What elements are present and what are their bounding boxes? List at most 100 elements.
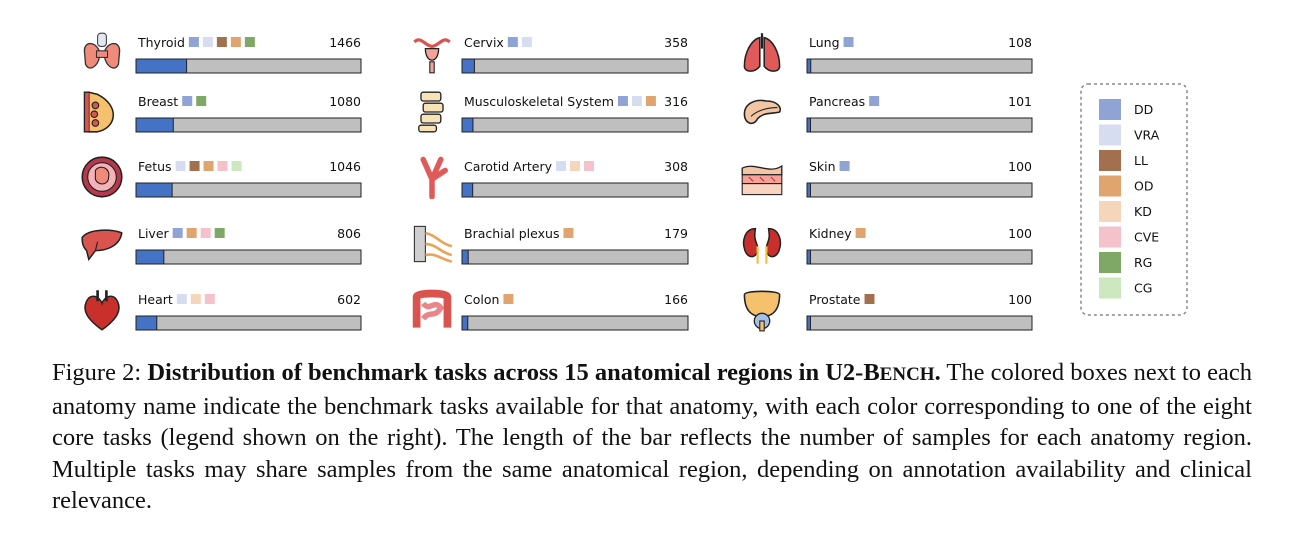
region-liver: Liver 806	[81, 226, 362, 265]
caption-body: The colored boxes next to each anatomy n…	[52, 359, 1252, 514]
task-swatch-cve	[200, 228, 211, 238]
figure-caption: Figure 2: Distribution of benchmark task…	[52, 357, 1252, 517]
lung-icon	[743, 32, 781, 73]
region-skin: Skin 100	[741, 159, 1033, 198]
bar-fill	[461, 249, 469, 265]
bar-fill	[135, 58, 188, 74]
region-musculoskeletal-system: Musculoskeletal System 316	[418, 91, 689, 133]
task-swatch-dd	[843, 37, 854, 47]
legend-item-vra: VRA	[1099, 124, 1160, 146]
bar-track	[461, 315, 689, 331]
bar-fill	[806, 182, 811, 198]
task-swatch-od	[503, 294, 514, 304]
bar-track	[135, 315, 362, 331]
legend-label: OD	[1134, 179, 1153, 194]
task-swatch-vra	[202, 37, 213, 47]
region-cervix: Cervix 358	[412, 35, 689, 75]
task-swatch-kd	[190, 294, 201, 304]
fetus-icon	[81, 156, 123, 198]
legend-swatch	[1099, 277, 1121, 299]
region-count: 100	[1008, 159, 1032, 174]
region-count: 316	[664, 94, 688, 109]
heart-icon	[83, 288, 121, 332]
task-swatch-vra	[631, 96, 642, 106]
task-swatch-ll	[189, 161, 200, 171]
legend-swatch	[1099, 150, 1121, 171]
legend-item-rg: RG	[1099, 252, 1152, 273]
bar-fill	[135, 249, 165, 265]
bar-fill	[461, 58, 475, 74]
task-swatch-cg	[231, 161, 242, 171]
bar-track	[135, 249, 362, 265]
region-count: 100	[1008, 226, 1032, 241]
region-label: Carotid Artery	[464, 159, 553, 174]
region-brachial-plexus: Brachial plexus 179	[413, 225, 689, 265]
breast-icon	[83, 91, 115, 133]
region-count: 1046	[329, 159, 361, 174]
task-swatch-rg	[196, 96, 207, 106]
legend-label: RG	[1134, 255, 1152, 270]
bar-fill	[806, 58, 812, 74]
task-swatch-od	[563, 228, 574, 238]
bar-track	[461, 182, 689, 198]
region-count: 358	[664, 35, 688, 50]
task-swatch-cve	[217, 161, 228, 171]
liver-icon	[81, 229, 123, 261]
task-swatch-dd	[172, 228, 183, 238]
region-label: Breast	[138, 94, 178, 109]
prostate-icon	[743, 290, 781, 332]
legend-swatch	[1099, 252, 1121, 273]
region-count: 101	[1008, 94, 1032, 109]
task-swatch-od	[186, 228, 197, 238]
bar-track	[806, 249, 1033, 265]
legend-label: KD	[1134, 204, 1152, 219]
region-count: 308	[664, 159, 688, 174]
task-swatch-cve	[584, 161, 595, 171]
region-label: Lung	[809, 35, 840, 50]
legend-swatch	[1099, 99, 1121, 120]
task-swatch-dd	[869, 96, 880, 106]
legend-swatch	[1099, 201, 1121, 222]
legend-item-cve: CVE	[1099, 226, 1159, 248]
legend-item-cg: CG	[1099, 277, 1152, 299]
bar-fill	[806, 315, 811, 331]
region-label: Colon	[464, 292, 499, 307]
legend-item-kd: KD	[1099, 201, 1152, 222]
region-label: Heart	[138, 292, 173, 307]
spine-icon	[418, 91, 444, 133]
region-label: Pancreas	[809, 94, 865, 109]
bar-fill	[461, 315, 469, 331]
region-breast: Breast 1080	[83, 91, 362, 133]
bar-fill	[461, 182, 474, 198]
legend: DD VRA LL OD KD CVE RG CG	[1080, 83, 1188, 316]
anatomy-distribution-chart: Thyroid 1466 Breast 1080 Fetus 1046 Liver 806 He…	[81, 32, 1188, 332]
bar-track	[806, 58, 1033, 74]
region-pancreas: Pancreas 101	[743, 94, 1033, 133]
legend-item-ll: LL	[1099, 150, 1148, 171]
region-label: Musculoskeletal System	[464, 94, 614, 109]
task-swatch-od	[230, 37, 241, 47]
caption-title: Distribution of benchmark tasks across 1…	[147, 359, 941, 386]
region-label: Thyroid	[137, 35, 185, 50]
region-heart: Heart 602	[83, 288, 362, 332]
task-swatch-od	[645, 96, 656, 106]
thyroid-icon	[83, 32, 121, 69]
legend-label: VRA	[1134, 128, 1160, 143]
bar-fill	[806, 249, 811, 265]
task-swatch-od	[203, 161, 214, 171]
artery-icon	[423, 159, 445, 196]
bar-track	[461, 58, 689, 74]
bar-track	[806, 117, 1033, 133]
legend-label: CVE	[1134, 230, 1159, 245]
task-swatch-kd	[570, 161, 581, 171]
task-swatch-rg	[214, 228, 225, 238]
region-count: 166	[664, 292, 688, 307]
nerve-icon	[413, 225, 454, 263]
bar-fill	[461, 117, 474, 133]
bar-track	[806, 182, 1033, 198]
task-swatch-dd	[507, 37, 518, 47]
region-label: Fetus	[138, 159, 172, 174]
task-swatch-rg	[244, 37, 255, 47]
task-swatch-ll	[216, 37, 227, 47]
task-swatch-dd	[182, 96, 193, 106]
